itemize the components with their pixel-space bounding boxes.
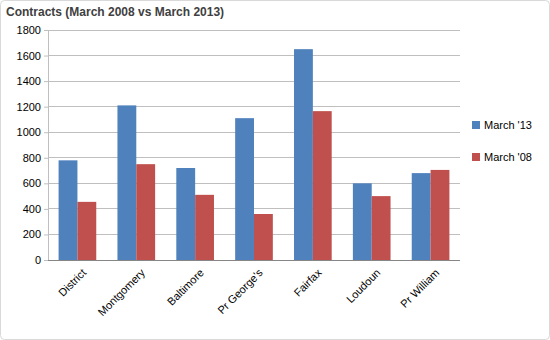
grid-line [48,81,460,82]
category-label: Pr George's [215,266,265,316]
bar [59,160,78,260]
tick-mark [44,81,48,82]
tick: 0 [35,254,48,266]
bars [59,49,450,260]
legend-label: March '13 [484,119,532,131]
category-label: Baltimore [165,266,206,307]
grid-line [48,106,460,107]
y-axis: 0 200 400 600 800 1000 1200 1400 1600 1800 [17,24,49,266]
tick-mark [44,56,48,57]
tick-mark [44,132,48,133]
legend-swatch [472,153,480,161]
tick-mark [44,158,48,159]
bar [176,168,195,260]
category-label: Loudoun [344,266,383,305]
plot: 0 200 400 600 800 1000 1200 1400 1600 1800 Distric… [17,24,460,318]
tick-mark [44,260,48,261]
legend: March '13 March '08 [472,119,532,163]
tick-label: 600 [23,177,41,189]
bar [294,49,313,260]
tick-label: 1000 [17,126,41,138]
tick: 1600 [17,50,48,62]
tick-label: 800 [23,152,41,164]
chart: Contracts (March 2008 vs March 2013) 0 200… [0,0,550,340]
tick-mark [44,30,48,31]
bar [313,111,332,260]
tick: 1000 [17,126,48,138]
legend-swatch [472,121,480,129]
tick: 1800 [17,24,48,36]
bar [254,214,273,260]
bar [412,173,431,260]
series [59,49,431,260]
bar [235,118,254,260]
bar [117,105,136,260]
tick-label: 1200 [17,101,41,113]
bar [195,195,214,260]
legend-label: March '08 [484,151,532,163]
bar [136,164,155,260]
legend-item: March '13 [472,119,532,131]
tick: 200 [23,228,48,240]
category-label: Pr William [398,266,441,309]
tick-mark [44,183,48,184]
tick-label: 1600 [17,50,41,62]
grid-line [48,55,460,56]
bar [372,196,391,260]
bar [77,202,96,260]
tick-label: 200 [23,228,41,240]
axis-line [44,31,49,261]
tick-label: 400 [23,203,41,215]
title: Contracts (March 2008 vs March 2013) [6,5,224,19]
tick-mark [44,107,48,108]
category-label: District [56,266,88,298]
grid [48,30,460,260]
category-label: Montgomery [95,266,147,318]
tick-label: 0 [35,254,41,266]
chart-border [1,1,550,340]
tick: 600 [23,177,48,189]
category-label: Fairfax [291,266,324,299]
bar [353,183,372,260]
grid-line [48,260,460,261]
legend-item: March '08 [472,151,532,163]
tick-mark [44,209,48,210]
axis-line [48,260,460,261]
tick: 800 [23,152,48,164]
tick: 1400 [17,75,48,87]
series [77,111,449,260]
bar [431,170,450,260]
tick-mark [44,234,48,235]
tick-label: 1800 [17,24,41,36]
x-axis: DistrictMontgomery BaltimorePr George's Fa… [48,260,460,318]
tick: 400 [23,203,48,215]
tick: 1200 [17,101,48,113]
grid-line [48,30,460,31]
tick-label: 1400 [17,75,41,87]
